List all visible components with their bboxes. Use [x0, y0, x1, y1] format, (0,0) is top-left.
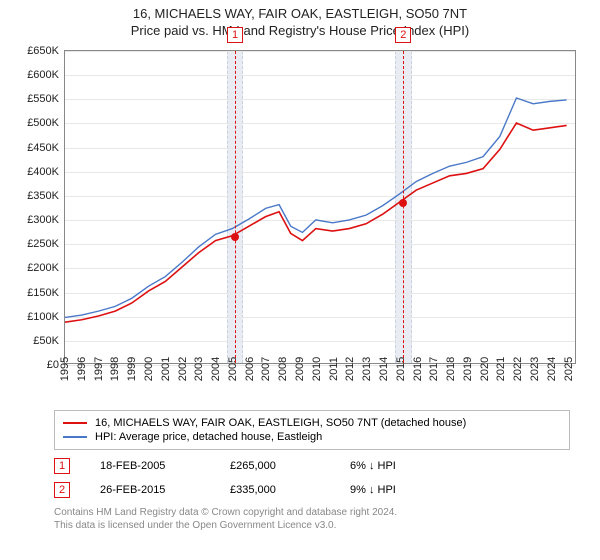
line-layer: [65, 51, 575, 363]
sale-point: [399, 199, 407, 207]
series-hpi: [65, 98, 567, 317]
x-tick-label: 2025: [563, 357, 575, 381]
y-tick-label: £150K: [27, 287, 59, 299]
y-tick-label: £100K: [27, 311, 59, 323]
x-tick-label: 2017: [428, 357, 440, 381]
x-tick-label: 2004: [210, 357, 222, 381]
x-tick-label: 2020: [479, 357, 491, 381]
x-tick-label: 2018: [445, 357, 457, 381]
x-tick-label: 2002: [177, 357, 189, 381]
y-tick-label: £350K: [27, 190, 59, 202]
y-tick-label: £600K: [27, 69, 59, 81]
x-tick-label: 1995: [59, 357, 71, 381]
sale-date: 18-FEB-2005: [100, 460, 200, 472]
footer-line: Contains HM Land Registry data © Crown c…: [54, 506, 600, 519]
x-tick-label: 2007: [260, 357, 272, 381]
x-tick-label: 2008: [277, 357, 289, 381]
footer-line: This data is licensed under the Open Gov…: [54, 519, 600, 532]
x-tick-label: 2001: [160, 357, 172, 381]
x-tick-label: 1999: [126, 357, 138, 381]
x-tick-label: 2023: [529, 357, 541, 381]
legend-swatch: [63, 422, 87, 424]
y-tick-label: £400K: [27, 166, 59, 178]
y-tick-label: £650K: [27, 45, 59, 57]
y-tick-label: £0: [47, 359, 59, 371]
legend-label: 16, MICHAELS WAY, FAIR OAK, EASTLEIGH, S…: [95, 417, 466, 429]
chart: £0 £50K £100K £150K £200K £250K £300K £350K £400…: [10, 44, 590, 404]
legend-swatch: [63, 436, 87, 438]
x-tick-label: 2010: [311, 357, 323, 381]
x-tick-label: 1997: [93, 357, 105, 381]
x-tick-label: 2019: [462, 357, 474, 381]
y-tick-label: £300K: [27, 214, 59, 226]
x-tick-label: 2011: [328, 357, 340, 381]
plot-area: £0£50K£100K£150K£200K£250K£300K£350K£400…: [64, 50, 576, 364]
x-tick-label: 2015: [395, 357, 407, 381]
x-tick-label: 2013: [361, 357, 373, 381]
sale-date: 26-FEB-2015: [100, 484, 200, 496]
x-tick-label: 2022: [512, 357, 524, 381]
x-tick-label: 2009: [294, 357, 306, 381]
sale-row-flag: 2: [54, 482, 70, 498]
sale-price: £265,000: [230, 460, 320, 472]
page-title: 16, MICHAELS WAY, FAIR OAK, EASTLEIGH, S…: [0, 6, 600, 21]
sale-flag: 1: [227, 27, 243, 43]
x-tick-label: 2000: [143, 357, 155, 381]
y-tick-label: £500K: [27, 117, 59, 129]
sale-diff: 9% ↓ HPI: [350, 484, 450, 496]
y-tick-label: £200K: [27, 262, 59, 274]
sale-flag: 2: [395, 27, 411, 43]
legend-row: 16, MICHAELS WAY, FAIR OAK, EASTLEIGH, S…: [63, 417, 561, 429]
sale-row: 2 26-FEB-2015 £335,000 9% ↓ HPI: [54, 482, 600, 498]
x-tick-label: 1998: [109, 357, 121, 381]
x-tick-label: 2005: [227, 357, 239, 381]
sale-point: [231, 233, 239, 241]
sale-price: £335,000: [230, 484, 320, 496]
footer: Contains HM Land Registry data © Crown c…: [54, 506, 600, 532]
y-tick-label: £450K: [27, 142, 59, 154]
y-tick-label: £50K: [33, 335, 59, 347]
x-tick-label: 2016: [412, 357, 424, 381]
x-tick-label: 2003: [193, 357, 205, 381]
x-tick-label: 2006: [244, 357, 256, 381]
legend-row: HPI: Average price, detached house, East…: [63, 431, 561, 443]
x-tick-label: 2012: [344, 357, 356, 381]
x-tick-label: 2021: [495, 357, 507, 381]
y-tick-label: £550K: [27, 93, 59, 105]
sales-block: 1 18-FEB-2005 £265,000 6% ↓ HPI 2 26-FEB-2015…: [0, 450, 600, 498]
page-subtitle: Price paid vs. HM Land Registry's House …: [0, 23, 600, 38]
x-tick-label: 1996: [76, 357, 88, 381]
sale-diff: 6% ↓ HPI: [350, 460, 450, 472]
sale-row: 1 18-FEB-2005 £265,000 6% ↓ HPI: [54, 458, 600, 474]
legend-label: HPI: Average price, detached house, East…: [95, 431, 322, 443]
x-tick-label: 2024: [546, 357, 558, 381]
x-tick-label: 2014: [378, 357, 390, 381]
y-tick-label: £250K: [27, 238, 59, 250]
sale-row-flag: 1: [54, 458, 70, 474]
legend: 16, MICHAELS WAY, FAIR OAK, EASTLEIGH, S…: [54, 410, 570, 450]
